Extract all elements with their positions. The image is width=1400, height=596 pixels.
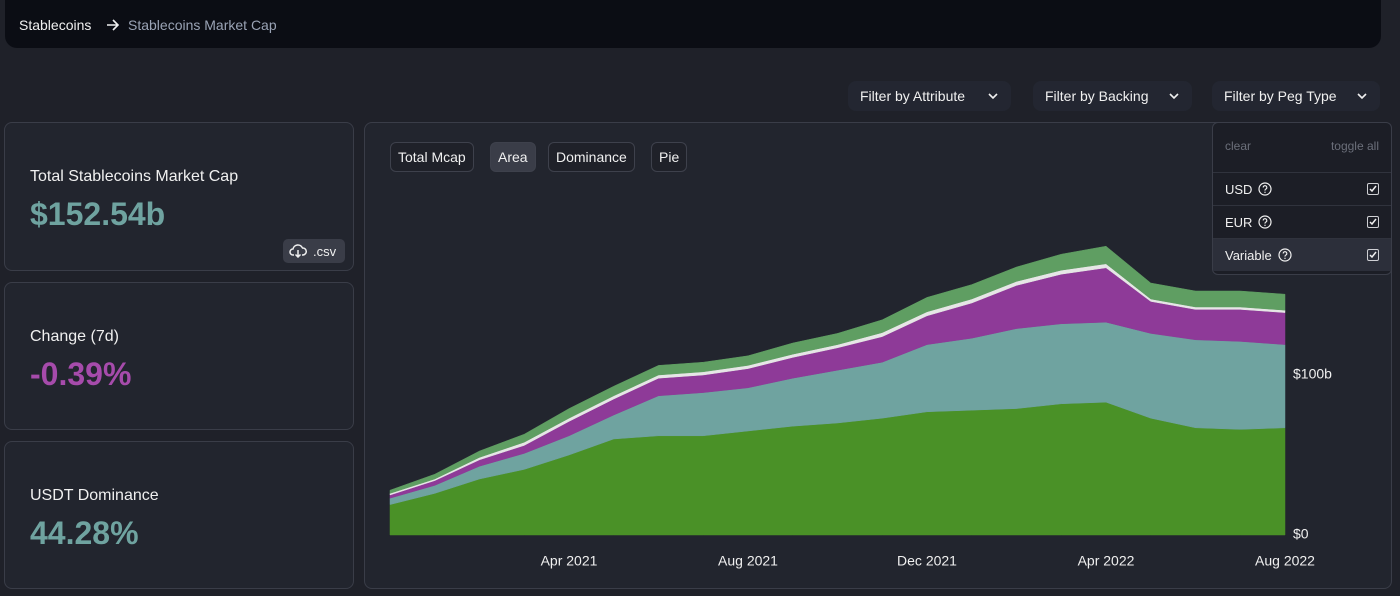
chevron-icon <box>988 93 998 100</box>
filter-label: Filter by Peg Type <box>1224 88 1337 104</box>
peg-option[interactable]: USD <box>1213 172 1391 205</box>
x-tick-label: Aug 2022 <box>1255 553 1315 569</box>
filter-button[interactable]: Filter by Backing <box>1033 81 1192 111</box>
stat-label: Change (7d) <box>30 328 119 345</box>
peg-option[interactable]: Variable <box>1213 238 1391 271</box>
help-icon <box>1258 215 1273 229</box>
stat-card: Change (7d) -0.39% <box>4 282 354 430</box>
top-bar: Stablecoins Stablecoins Market Cap <box>5 0 1381 48</box>
breadcrumb-current: Stablecoins Market Cap <box>128 17 277 33</box>
option-label: USD <box>1225 181 1253 197</box>
chart-tab[interactable]: Dominance <box>548 142 635 172</box>
y-tick-label: $100b <box>1293 366 1332 382</box>
stat-card: Total Stablecoins Market Cap $152.54b .c… <box>4 122 354 271</box>
x-tick-label: Aug 2021 <box>718 553 778 569</box>
peg-type-menu: clear toggle all USD EUR Variable <box>1212 122 1392 275</box>
option-label: EUR <box>1225 214 1253 230</box>
csv-label: .csv <box>313 243 337 259</box>
arrow-icon <box>107 19 120 31</box>
checkbox[interactable] <box>1367 183 1379 195</box>
stat-label: Total Stablecoins Market Cap <box>30 168 239 185</box>
clear-button[interactable]: clear <box>1225 139 1252 153</box>
filter-label: Filter by Attribute <box>860 88 966 104</box>
help-icon <box>1258 182 1273 196</box>
toggle-all-button[interactable]: toggle all <box>1330 139 1379 153</box>
download-icon <box>289 244 307 258</box>
peg-option[interactable]: EUR <box>1213 205 1391 238</box>
chart-tab[interactable]: Total Mcap <box>390 142 474 172</box>
check-mark <box>1369 185 1377 193</box>
area-series <box>389 245 1286 494</box>
help-icon <box>1278 248 1292 262</box>
option-label: Variable <box>1225 247 1272 263</box>
filter-button[interactable]: Filter by Peg Type <box>1212 81 1380 111</box>
checkbox[interactable] <box>1367 216 1379 228</box>
chart-tab[interactable]: Pie <box>651 142 688 172</box>
chart-tab[interactable]: Area <box>490 142 536 172</box>
stat-value: 44.28% <box>30 515 139 551</box>
x-tick-label: Apr 2022 <box>1078 553 1135 569</box>
stat-label: USDT Dominance <box>30 487 159 504</box>
x-tick-label: Dec 2021 <box>897 553 957 569</box>
stat-value: $152.54b <box>30 196 166 232</box>
filter-label: Filter by Backing <box>1045 88 1149 104</box>
chevron-icon <box>1169 93 1179 100</box>
x-tick-label: Apr 2021 <box>541 553 598 569</box>
stat-card: USDT Dominance 44.28% <box>4 441 354 589</box>
filter-button[interactable]: Filter by Attribute <box>848 81 1011 111</box>
check-mark <box>1369 251 1377 259</box>
chevron-icon <box>1357 93 1367 100</box>
stat-value: -0.39% <box>30 356 132 392</box>
breadcrumb-link[interactable]: Stablecoins <box>19 17 92 33</box>
check-mark <box>1369 218 1377 226</box>
checkbox[interactable] <box>1367 249 1379 261</box>
csv-button[interactable]: .csv <box>283 239 345 263</box>
y-tick-label: $0 <box>1293 526 1309 542</box>
